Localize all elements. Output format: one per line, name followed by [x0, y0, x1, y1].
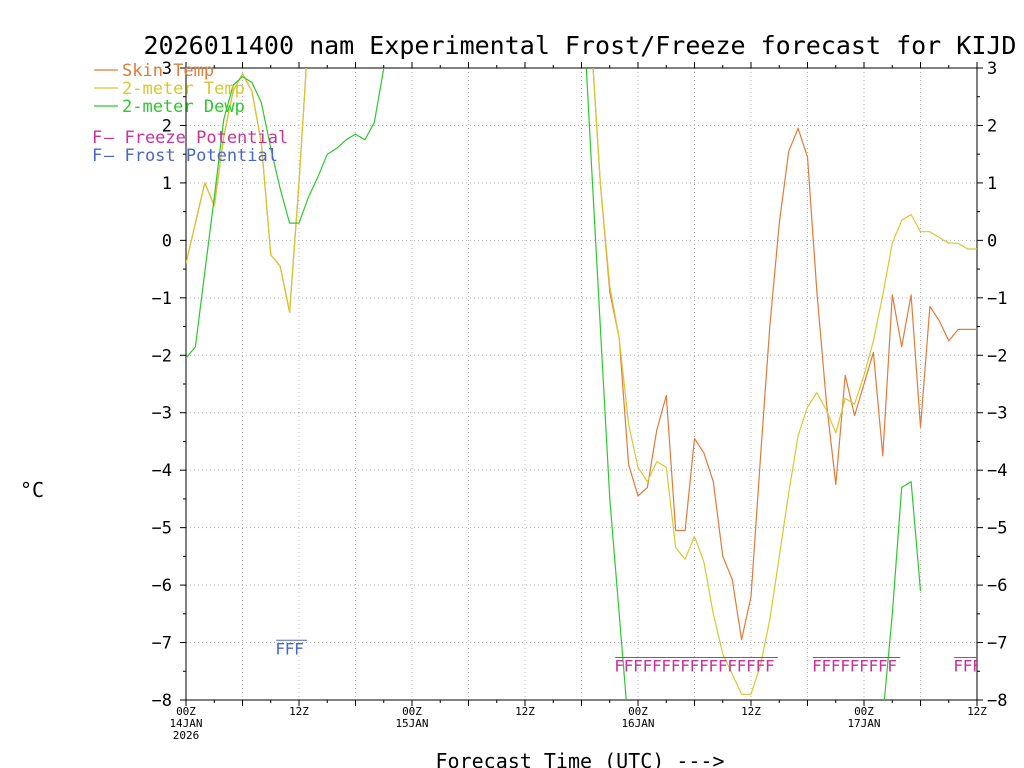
y-tick-label-right: −7	[987, 634, 1007, 654]
x-tick-label: 14JAN	[169, 717, 202, 730]
freeze-flag-mark: F	[718, 657, 728, 676]
y-tick-label-right: −8	[987, 691, 1007, 711]
freeze-flag-mark: F	[963, 657, 973, 676]
y-tick-label-right: 3	[987, 59, 997, 79]
y-tick-label-right: −4	[987, 461, 1007, 481]
y-tick-label-right: 0	[987, 231, 997, 251]
x-tick-label: 12Z	[741, 705, 761, 718]
legend-flag-mark: F	[92, 128, 102, 148]
x-axis-label: Forecast Time (UTC) --->	[436, 749, 725, 768]
legend-entry: 2-meter Dewp	[122, 97, 245, 117]
legend-flag-mark: F	[92, 146, 102, 166]
y-tick-label-right: −6	[987, 576, 1007, 596]
x-tick-label: 00Z	[628, 705, 648, 718]
x-tick-label: 16JAN	[621, 717, 654, 730]
freeze-flag-mark: F	[699, 657, 709, 676]
freeze-flag-mark: F	[652, 657, 662, 676]
frost-flag-mark: F	[285, 639, 295, 658]
freeze-flag-mark: F	[709, 657, 719, 676]
y-tick-label-left: −8	[152, 691, 172, 711]
freeze-flag-mark: F	[972, 657, 982, 676]
freeze-flag-mark: F	[746, 657, 756, 676]
freeze-flag-mark: F	[878, 657, 888, 676]
freeze-flag-mark: F	[850, 657, 860, 676]
x-tick-label: 00Z	[176, 705, 196, 718]
x-tick-label: 12Z	[515, 705, 535, 718]
flag-markers: F F FF F F F F F F F F F F F F F F F F F F F F F F F F F F F F	[275, 639, 982, 676]
y-tick-label-left: 3	[162, 59, 172, 79]
freeze-flag-mark: F	[661, 657, 671, 676]
axis-ticks: −8 −8 −7 −7 −6 −6 −5 −5 −4 −4 −3 −3 −2 −2 −1 −1 0 0 1 1 2 2 3 3…	[152, 59, 1008, 742]
x-tick-label: 12Z	[289, 705, 309, 718]
freeze-flag-mark: F	[765, 657, 775, 676]
freeze-flag-mark: F	[671, 657, 681, 676]
freeze-flag-mark: F	[633, 657, 643, 676]
freeze-flag-mark: F	[887, 657, 897, 676]
x-tick-label: 00Z	[854, 705, 874, 718]
freeze-flag-mark: F	[680, 657, 690, 676]
freeze-flag-mark: F	[737, 657, 747, 676]
y-tick-label-right: −5	[987, 519, 1007, 539]
freeze-flag-mark: F	[822, 657, 832, 676]
y-tick-label-left: −1	[152, 289, 172, 309]
x-tick-label: 15JAN	[395, 717, 428, 730]
y-tick-label-left: −2	[152, 346, 172, 366]
y-tick-label-left: 0	[162, 231, 172, 251]
grid-lines	[186, 68, 977, 700]
legend-entry: 2-meter Temp	[122, 79, 245, 99]
x-tick-label: 17JAN	[847, 717, 880, 730]
freeze-flag-mark: F	[831, 657, 841, 676]
legend-entry: Skin Temp	[122, 61, 214, 81]
freeze-flag-mark: F	[614, 657, 624, 676]
frost-flag-mark: F	[294, 639, 304, 658]
series-line-2-meter-temp	[186, 68, 977, 695]
freeze-flag-mark: F	[953, 657, 963, 676]
series-lines	[186, 68, 977, 700]
x-tick-label: 2026	[173, 729, 200, 742]
y-tick-label-right: −3	[987, 404, 1007, 424]
chart-title: 2026011400 nam Experimental Frost/Freeze…	[144, 31, 1017, 60]
freeze-flag-mark: F	[812, 657, 822, 676]
series-line-2-meter-dewp	[186, 68, 922, 700]
y-tick-label-right: 2	[987, 116, 997, 136]
freeze-flag-mark: F	[840, 657, 850, 676]
legend-flag-text: – Frost Potential	[104, 146, 278, 166]
freeze-flag-mark: F	[643, 657, 653, 676]
freeze-flag-mark: F	[756, 657, 766, 676]
y-tick-label-right: 1	[987, 174, 997, 194]
y-tick-label-left: −4	[152, 461, 172, 481]
freeze-flag-mark: F	[859, 657, 869, 676]
freeze-flag-mark: F	[690, 657, 700, 676]
y-tick-label-left: 1	[162, 174, 172, 194]
y-axis-label: °C	[20, 478, 44, 502]
legend-flag-text: – Freeze Potential	[104, 128, 288, 148]
frost-flag-mark: F	[275, 639, 285, 658]
freeze-flag-mark: F	[727, 657, 737, 676]
freeze-flag-mark: F	[624, 657, 634, 676]
freeze-flag-mark: F	[869, 657, 879, 676]
x-tick-label: 12Z	[967, 705, 987, 718]
y-tick-label-right: −2	[987, 346, 1007, 366]
y-tick-label-left: −6	[152, 576, 172, 596]
x-tick-label: 00Z	[402, 705, 422, 718]
y-tick-label-left: 2	[162, 116, 172, 136]
y-tick-label-left: −3	[152, 404, 172, 424]
y-tick-label-left: −5	[152, 519, 172, 539]
y-tick-label-left: −7	[152, 634, 172, 654]
y-tick-label-right: −1	[987, 289, 1007, 309]
